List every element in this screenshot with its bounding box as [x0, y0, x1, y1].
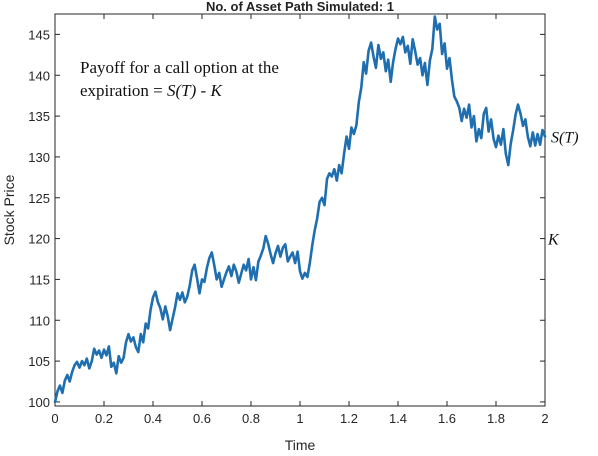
asset-price-path-line — [53, 15, 547, 404]
y-tick-label: 115 — [29, 272, 50, 287]
x-tick-label: 0.8 — [242, 411, 260, 426]
y-tick-label: 125 — [28, 191, 50, 206]
y-tick-label: 145 — [28, 27, 50, 42]
y-tick-label: 130 — [28, 150, 50, 165]
x-tick-label: 1.4 — [389, 411, 407, 426]
x-tick-label: 0.2 — [95, 411, 113, 426]
y-tick-label: 140 — [28, 68, 50, 83]
x-axis-label: Time — [285, 437, 316, 453]
y-tick-label: 105 — [28, 354, 50, 369]
x-tick-label: 0.6 — [193, 411, 211, 426]
x-tick-label: 1.8 — [487, 411, 505, 426]
x-tick-label: 0 — [51, 411, 58, 426]
x-tick-label: 0.4 — [144, 411, 162, 426]
plot-area — [54, 13, 546, 407]
payoff-annotation-prefix: expiration = — [80, 81, 167, 100]
y-axis-label: Stock Price — [1, 174, 17, 245]
terminal-price-label: S(T) — [551, 130, 579, 147]
x-tick-label: 1.2 — [340, 411, 358, 426]
chart-title: No. of Asset Path Simulated: 1 — [206, 0, 394, 14]
y-tick-label: 120 — [28, 232, 50, 247]
x-tick-label: 1.6 — [438, 411, 456, 426]
strike-price-label: K — [547, 232, 560, 249]
y-tick-label: 110 — [29, 313, 50, 328]
y-axis: 100 105 110 115 120 125 130 135 140 145 — [28, 27, 545, 410]
y-tick-label: 135 — [28, 109, 50, 124]
payoff-annotation-line-1: Payoff for a call option at the — [80, 58, 279, 77]
x-tick-label: 1 — [296, 411, 303, 426]
x-axis: 0 0.2 0.4 0.6 0.8 1 1.2 1.4 1.6 1.8 2 — [51, 14, 549, 426]
y-tick-label: 100 — [28, 395, 50, 410]
payoff-annotation-line-2: expiration = S(T) - K — [80, 81, 223, 100]
x-tick-label: 2 — [541, 411, 548, 426]
payoff-formula: S(T) - K — [167, 81, 223, 100]
